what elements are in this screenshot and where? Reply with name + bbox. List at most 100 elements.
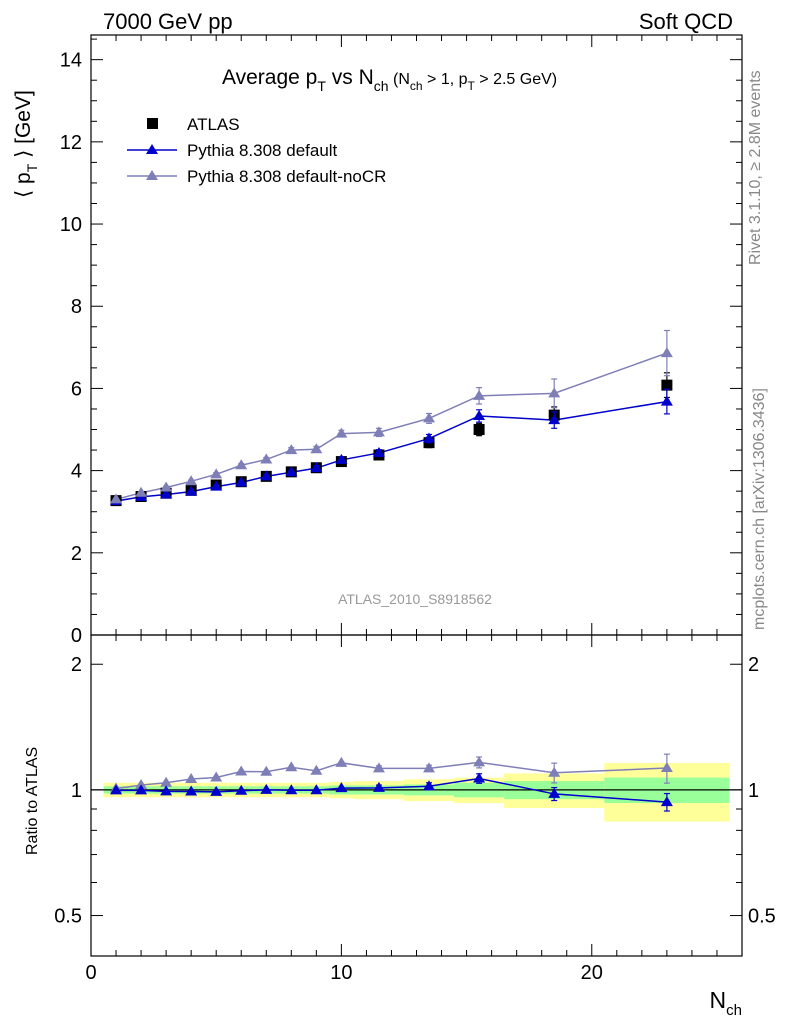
data-point-pythia-nocr bbox=[210, 468, 223, 479]
ratio-point-pythia-default bbox=[285, 784, 298, 795]
ratio-point-pythia-nocr bbox=[135, 779, 148, 790]
data-point-pythia-nocr bbox=[335, 427, 348, 438]
ratio-y-tick-label-right: 1 bbox=[748, 780, 759, 802]
legend: ATLAS Pythia 8.308 default Pythia 8.308 … bbox=[127, 115, 386, 186]
ratio-point-pythia-default bbox=[548, 787, 561, 798]
data-point-pythia-default bbox=[372, 446, 385, 457]
ratio-y-tick-label-left: 2 bbox=[71, 654, 82, 676]
data-point-pythia-default bbox=[160, 488, 173, 499]
legend-marker-pythia-default bbox=[146, 144, 158, 154]
data-point-pythia-nocr bbox=[310, 443, 323, 454]
rivet-label: Rivet 3.1.10, ≥ 2.8M events bbox=[747, 70, 764, 265]
ratio-point-pythia-default bbox=[372, 781, 385, 792]
ratio-point-pythia-default bbox=[660, 796, 673, 807]
ratio-plot-series bbox=[110, 753, 673, 812]
data-point-pythia-nocr bbox=[110, 493, 123, 504]
ratio-point-pythia-nocr bbox=[660, 762, 673, 773]
legend-marker-pythia-nocr bbox=[146, 170, 158, 180]
ratio-point-pythia-default bbox=[260, 783, 273, 794]
data-point-pythia-default bbox=[335, 453, 348, 464]
y-tick-label: 0 bbox=[71, 625, 82, 647]
data-point-pythia-default bbox=[260, 470, 273, 481]
y-tick-label: 8 bbox=[71, 296, 82, 318]
legend-label-pythia-default: Pythia 8.308 default bbox=[187, 141, 338, 160]
ratio-point-pythia-default bbox=[423, 780, 436, 791]
ratio-point-pythia-nocr bbox=[423, 762, 436, 773]
ratio-point-pythia-default bbox=[235, 784, 248, 795]
data-point-pythia-nocr bbox=[473, 389, 486, 400]
ratio-y-tick-label-left: 0.5 bbox=[54, 906, 82, 928]
ratio-point-pythia-nocr bbox=[210, 771, 223, 782]
ratio-point-pythia-nocr bbox=[372, 762, 385, 773]
legend-item-pythia-default: Pythia 8.308 default bbox=[127, 141, 338, 160]
data-point-pythia-nocr bbox=[235, 459, 248, 470]
ratio-point-pythia-default bbox=[110, 784, 123, 795]
main-plot-panel: 0 2 4 6 8 10 12 14 Average pT vs Nch (Nch > 1, … bbox=[12, 34, 743, 647]
ratio-plot-frame bbox=[90, 634, 743, 957]
x-tick-label: 20 bbox=[581, 962, 603, 984]
data-point-pythia-default bbox=[473, 409, 486, 420]
data-point-pythia-nocr bbox=[372, 426, 385, 437]
y-tick-label: 6 bbox=[71, 378, 82, 400]
data-point-pythia-default bbox=[423, 432, 436, 443]
ratio-point-pythia-default bbox=[473, 772, 486, 783]
main-plot-series bbox=[110, 329, 673, 507]
legend-marker-atlas bbox=[147, 118, 158, 129]
ratio-point-pythia-default bbox=[310, 784, 323, 795]
main-plot-y-label: ⟨ pT ⟩ [GeV] bbox=[12, 90, 40, 198]
ratio-point-pythia-default bbox=[210, 785, 223, 796]
legend-label-pythia-nocr: Pythia 8.308 default-noCR bbox=[187, 167, 386, 186]
data-point-atlas bbox=[473, 424, 485, 436]
data-point-pythia-nocr bbox=[260, 453, 273, 464]
data-point-pythia-default bbox=[285, 466, 298, 477]
data-point-pythia-nocr bbox=[548, 387, 561, 398]
ratio-point-pythia-nocr bbox=[335, 756, 348, 767]
y-tick-label: 4 bbox=[71, 461, 82, 483]
ratio-y-tick-label-right: 2 bbox=[748, 654, 759, 676]
data-point-pythia-default bbox=[548, 414, 561, 425]
legend-item-atlas: ATLAS bbox=[147, 115, 240, 134]
ratio-point-pythia-default bbox=[185, 785, 198, 796]
data-point-pythia-default bbox=[310, 462, 323, 473]
ratio-y-tick-label-left: 1 bbox=[71, 780, 82, 802]
data-point-pythia-default bbox=[235, 476, 248, 487]
ratio-point-pythia-default bbox=[160, 785, 173, 796]
ratio-point-pythia-default bbox=[335, 782, 348, 793]
ratio-plot-y-tick-labels: 0.5 0.5 1 1 2 2 bbox=[54, 654, 776, 927]
x-axis-label: Nch bbox=[710, 987, 742, 1019]
data-point-pythia-nocr bbox=[160, 481, 173, 492]
analysis-watermark: ATLAS_2010_S8918562 bbox=[338, 591, 492, 607]
data-point-pythia-nocr bbox=[185, 475, 198, 486]
data-point-pythia-nocr bbox=[423, 412, 436, 423]
ratio-point-pythia-nocr bbox=[473, 756, 486, 767]
data-point-pythia-default bbox=[185, 485, 198, 496]
series-line-pythia-default bbox=[115, 400, 668, 502]
ratio-point-pythia-nocr bbox=[235, 765, 248, 776]
data-point-pythia-nocr bbox=[285, 444, 298, 455]
x-tick-label: 10 bbox=[330, 962, 352, 984]
ratio-point-pythia-nocr bbox=[285, 761, 298, 772]
y-tick-label: 12 bbox=[60, 132, 82, 154]
data-point-atlas bbox=[661, 379, 673, 391]
ratio-y-tick-label-right: 0.5 bbox=[748, 906, 776, 928]
header-left: 7000 GeV pp bbox=[103, 9, 233, 34]
ratio-plot-x-tick-labels: 0 10 20 bbox=[85, 962, 602, 984]
ratio-point-pythia-default bbox=[135, 784, 148, 795]
ratio-point-pythia-nocr bbox=[185, 772, 198, 783]
y-tick-label: 10 bbox=[60, 214, 82, 236]
mcplots-label: mcplots.cern.ch [arXiv:1306.3436] bbox=[751, 388, 768, 630]
x-tick-label: 0 bbox=[85, 962, 96, 984]
header-right: Soft QCD bbox=[639, 9, 733, 34]
data-point-pythia-default bbox=[660, 395, 673, 406]
ratio-point-pythia-nocr bbox=[310, 764, 323, 775]
ratio-plot-panel: 0.5 0.5 1 1 2 2 0 10 20 Ratio to ATLAS Nch bbox=[24, 634, 776, 1019]
legend-label-atlas: ATLAS bbox=[187, 115, 240, 134]
ratio-point-pythia-nocr bbox=[160, 776, 173, 787]
ratio-point-pythia-nocr bbox=[548, 766, 561, 777]
series-line-pythia-nocr bbox=[115, 352, 668, 501]
ratio-point-pythia-nocr bbox=[260, 765, 273, 776]
main-plot-y-tick-labels: 0 2 4 6 8 10 12 14 bbox=[60, 50, 82, 647]
ratio-plot-y-label: Ratio to ATLAS bbox=[24, 747, 41, 855]
data-point-pythia-nocr bbox=[660, 347, 673, 358]
